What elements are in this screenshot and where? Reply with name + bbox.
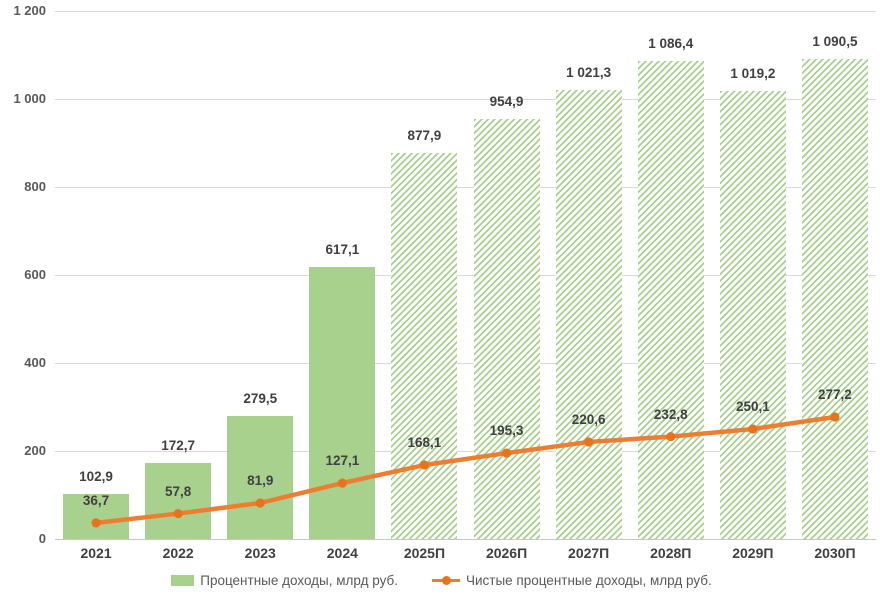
bar-value-label: 1 021,3 [566,64,612,80]
line-value-label: 168,1 [407,435,442,451]
bar-value-label: 617,1 [325,242,360,258]
x-tick-label: 2023 [244,545,276,561]
line-swatch-marker-icon [441,576,451,585]
legend: Процентные доходы, млрд руб. Чистые проц… [0,573,883,588]
y-tick-label: 0 [38,531,46,546]
bar-value-label: 877,9 [407,127,442,143]
x-tick-label: 2025П [403,545,446,561]
bar-value-label: 102,9 [79,468,113,484]
bar [637,60,704,539]
line-value-label: 220,6 [571,411,606,427]
line-value-label: 36,7 [82,492,110,508]
x-tick-label: 2021 [80,545,112,561]
line-value-label: 57,8 [165,483,192,499]
line-value-label: 250,1 [735,398,770,414]
bar [309,267,376,539]
bar-series-swatch-icon [171,575,195,586]
bar-value-label: 954,9 [489,93,524,109]
bar-value-label: 279,5 [243,391,278,407]
line-value-label: 127,1 [325,453,360,469]
x-tick-label: 2028П [650,545,692,561]
grid-line [55,187,876,188]
bar [391,152,458,539]
x-tick-label: 2024 [326,545,358,561]
bar-value-label: 1 090,5 [812,34,858,50]
x-tick-label: 2030П [814,545,856,561]
y-tick-label: 200 [24,443,46,458]
y-tick-label: 1 200 [13,3,46,18]
legend-item-line: Чистые процентные доходы, млрд руб. [431,573,712,588]
bar [145,463,212,539]
bar-value-label: 172,7 [161,438,196,453]
line-value-label: 277,2 [818,387,852,403]
x-tick-label: 2029П [732,545,774,561]
y-tick-label: 400 [24,355,46,370]
bar [719,90,786,539]
grid-line [55,539,876,540]
legend-label-line: Чистые процентные доходы, млрд руб. [465,573,712,588]
grid-line [55,275,876,276]
y-tick-label: 600 [24,267,46,282]
legend-label-bar: Процентные доходы, млрд руб. [200,573,398,588]
bar [555,89,622,539]
bar [801,59,868,539]
grid-line [55,363,876,364]
line-value-label: 81,9 [247,472,274,488]
line-value-label: 195,3 [489,423,524,439]
x-tick-label: 2027П [568,545,610,561]
x-tick-label: 2022 [162,545,194,561]
grid-line [55,11,876,12]
y-tick-label: 1 000 [13,91,46,106]
grid-line [55,99,876,100]
y-tick-label: 800 [24,179,46,194]
x-tick-label: 2026П [485,545,528,561]
line-value-label: 232,8 [653,406,688,422]
line-series-swatch-icon [431,575,460,586]
bar-value-label: 1 086,4 [648,35,694,51]
bar-value-label: 1 019,2 [730,65,776,81]
plot-area [55,11,876,540]
legend-item-bar: Процентные доходы, млрд руб. [171,573,398,588]
bar [473,118,540,539]
